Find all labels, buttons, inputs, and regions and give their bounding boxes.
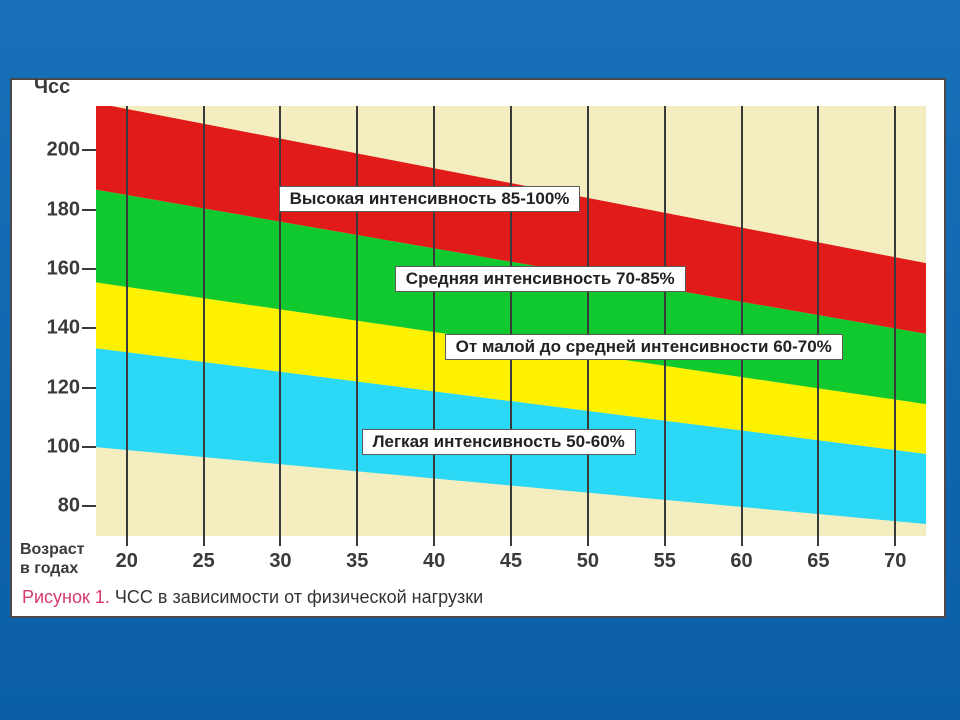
x-axis-title: Возраств годах bbox=[20, 540, 84, 578]
zone-labels-layer: Легкая интенсивность 50-60% От малой до с… bbox=[96, 106, 926, 536]
y-tick-label: 80 bbox=[58, 495, 80, 518]
x-tick-label: 25 bbox=[192, 550, 214, 573]
x-tick-mark bbox=[817, 536, 819, 546]
y-tick-label: 140 bbox=[47, 317, 80, 340]
y-tick-label: 120 bbox=[47, 376, 80, 399]
y-tick-mark bbox=[82, 327, 96, 329]
x-tick-label: 70 bbox=[884, 550, 906, 573]
x-tick-label: 30 bbox=[269, 550, 291, 573]
y-tick-mark bbox=[82, 268, 96, 270]
chart-card: Чсс 80 100 120 140 160 180 200 Легкая интенсив… bbox=[10, 78, 946, 618]
x-tick-mark bbox=[279, 536, 281, 546]
y-tick-mark bbox=[82, 149, 96, 151]
x-tick-label: 55 bbox=[654, 550, 676, 573]
figure-caption: Рисунок 1. ЧСС в зависимости от физическ… bbox=[22, 587, 483, 608]
x-tick-label: 45 bbox=[500, 550, 522, 573]
zone-label-high: Высокая интенсивность 85-100% bbox=[279, 186, 581, 212]
y-tick-mark bbox=[82, 209, 96, 211]
x-tick-mark bbox=[664, 536, 666, 546]
y-tick-mark bbox=[82, 505, 96, 507]
x-tick-label: 65 bbox=[807, 550, 829, 573]
y-tick-label: 200 bbox=[47, 139, 80, 162]
y-tick-mark bbox=[82, 446, 96, 448]
zone-label-light: Легкая интенсивность 50-60% bbox=[362, 429, 636, 455]
y-tick-label: 100 bbox=[47, 436, 80, 459]
x-tick-mark bbox=[126, 536, 128, 546]
y-tick-mark bbox=[82, 387, 96, 389]
x-tick-label: 40 bbox=[423, 550, 445, 573]
x-tick-label: 35 bbox=[346, 550, 368, 573]
x-tick-mark bbox=[741, 536, 743, 546]
x-tick-mark bbox=[510, 536, 512, 546]
y-axis: 80 100 120 140 160 180 200 bbox=[20, 106, 96, 536]
y-tick-label: 180 bbox=[47, 198, 80, 221]
y-axis-title: Чсс bbox=[34, 76, 70, 99]
figure-number: Рисунок 1. bbox=[22, 587, 110, 607]
x-tick-mark bbox=[587, 536, 589, 546]
figure-description: ЧСС в зависимости от физической нагрузки bbox=[115, 587, 483, 607]
x-tick-mark bbox=[433, 536, 435, 546]
x-tick-mark bbox=[894, 536, 896, 546]
x-tick-label: 60 bbox=[730, 550, 752, 573]
x-tick-mark bbox=[356, 536, 358, 546]
x-tick-mark bbox=[203, 536, 205, 546]
plot-area: Легкая интенсивность 50-60% От малой до с… bbox=[96, 106, 926, 536]
zone-label-low-mid: От малой до средней интенсивности 60-70% bbox=[445, 334, 843, 360]
y-tick-label: 160 bbox=[47, 258, 80, 281]
x-tick-label: 50 bbox=[577, 550, 599, 573]
x-tick-label: 20 bbox=[116, 550, 138, 573]
slide-background: Чсс 80 100 120 140 160 180 200 Легкая интенсив… bbox=[0, 0, 960, 720]
zone-label-mid: Средняя интенсивность 70-85% bbox=[395, 266, 686, 292]
